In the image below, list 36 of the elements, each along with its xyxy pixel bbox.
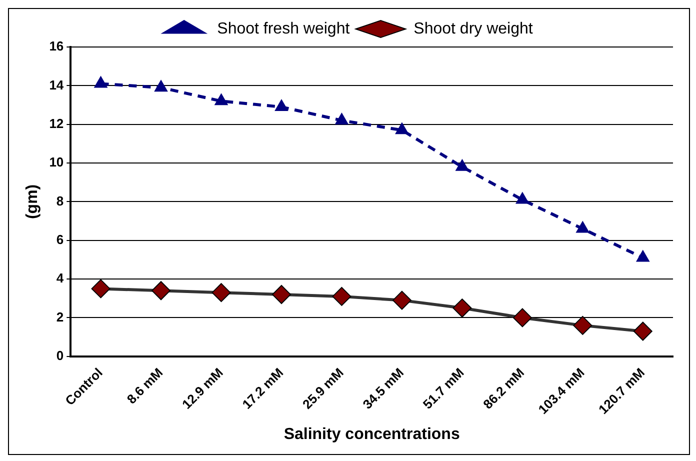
- y-tick-label: 4: [56, 270, 64, 286]
- legend-label: Shoot dry weight: [414, 20, 534, 38]
- y-tick-label: 12: [49, 116, 64, 131]
- point: [456, 159, 469, 171]
- point: [94, 76, 108, 88]
- y-tick-label: 14: [49, 77, 64, 92]
- point: [512, 308, 532, 328]
- x-tick-label: 8.6 mM: [124, 364, 166, 407]
- point: [214, 94, 228, 106]
- x-axis-title: Salinity concentrations: [284, 426, 460, 443]
- point: [91, 279, 110, 298]
- point: [332, 286, 352, 306]
- point: [272, 285, 291, 304]
- point: [452, 298, 472, 318]
- point: [576, 221, 590, 233]
- y-tick-label: 2: [56, 309, 64, 324]
- x-tick-label: 86.2 mM: [480, 364, 528, 412]
- point: [516, 192, 529, 204]
- y-tick-label: 8: [56, 193, 64, 208]
- y-tick-label: 6: [56, 232, 64, 247]
- y-tick-label: 16: [49, 38, 64, 54]
- y-tick-label: 10: [49, 154, 64, 170]
- y-tick-label: 0: [56, 348, 64, 363]
- point: [212, 283, 231, 302]
- point: [154, 80, 168, 92]
- point: [633, 322, 652, 341]
- point: [274, 99, 288, 111]
- point: [636, 250, 650, 262]
- legend-label: Shoot fresh weight: [217, 20, 350, 38]
- y-axis-title: (gm): [24, 184, 42, 220]
- point: [392, 290, 412, 310]
- point: [152, 281, 171, 300]
- x-tick-label: 12.9 mM: [179, 364, 226, 412]
- point: [573, 316, 592, 335]
- point: [395, 122, 409, 134]
- point: [335, 112, 348, 124]
